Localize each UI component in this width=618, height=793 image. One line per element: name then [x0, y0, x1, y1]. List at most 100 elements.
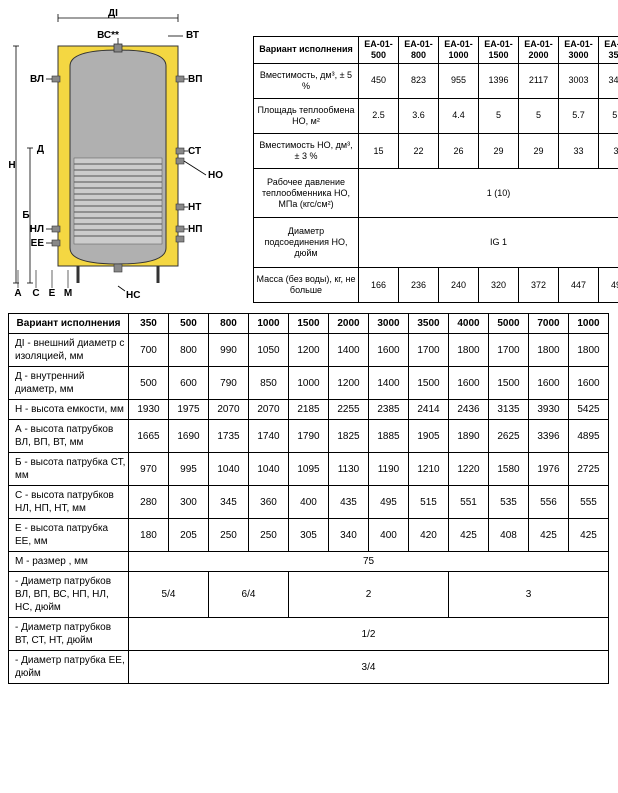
cell: 2185	[289, 400, 329, 420]
cell: 535	[489, 486, 529, 519]
cell: 551	[449, 486, 489, 519]
cell: 1200	[289, 334, 329, 367]
cell: 1600	[369, 334, 409, 367]
table-row: М - размер , мм75	[9, 552, 609, 572]
cell: 250	[209, 519, 249, 552]
label-c: С	[32, 288, 39, 299]
label-nl: НЛ	[30, 224, 44, 235]
label-nc: НС	[126, 290, 140, 301]
cell: 556	[529, 486, 569, 519]
cell: 447	[559, 267, 599, 302]
cell: 3	[449, 572, 609, 618]
cell: 3.6	[399, 98, 439, 133]
cell: 300	[169, 486, 209, 519]
row-label: - Диаметр патрубков ВЛ, ВП, ВС, НП, НЛ, …	[9, 572, 129, 618]
cell: 790	[209, 367, 249, 400]
cell: 2	[289, 572, 449, 618]
row-label: Масса (без воды), кг, не больше	[254, 267, 359, 302]
cell: 5.7	[599, 98, 618, 133]
label-h: Н	[8, 160, 15, 171]
label-nt: НТ	[188, 202, 201, 213]
cell: 1700	[409, 334, 449, 367]
table-header-row: Вариант исполнения ЕА-01-500ЕА-01-800ЕА-…	[254, 37, 618, 64]
row-label: М - размер , мм	[9, 552, 129, 572]
cell: 400	[289, 486, 329, 519]
label-vt: ВТ	[186, 30, 199, 41]
cell: 1400	[329, 334, 369, 367]
cell: 280	[129, 486, 169, 519]
cell: 850	[249, 367, 289, 400]
cell: 1 (10)	[359, 169, 618, 218]
cell: 1580	[489, 453, 529, 486]
table-row: Д - внутренний диаметр, мм50060079085010…	[9, 367, 609, 400]
cell: 29	[519, 133, 559, 168]
cell: 166	[359, 267, 399, 302]
column-header: 1500	[289, 314, 329, 334]
column-header: 4000	[449, 314, 489, 334]
column-header: 3500	[409, 314, 449, 334]
cell: 2385	[369, 400, 409, 420]
cell: 1050	[249, 334, 289, 367]
cell: 2414	[409, 400, 449, 420]
cell: 425	[569, 519, 609, 552]
cell: 2070	[249, 400, 289, 420]
table-row: Диаметр подсоединения НО, дюймIG 1	[254, 218, 618, 267]
label-d: Д	[37, 144, 44, 155]
cell: 1600	[449, 367, 489, 400]
bottom-spec-table: Вариант исполнения 350500800100015002000…	[8, 313, 609, 684]
cell: 425	[529, 519, 569, 552]
cell: 990	[209, 334, 249, 367]
column-header: ЕА-01-1000	[439, 37, 479, 64]
cell: 400	[369, 519, 409, 552]
cell: 5	[479, 98, 519, 133]
row-label: С - высота патрубков НЛ, НП, НТ, мм	[9, 486, 129, 519]
table-row: Масса (без воды), кг, не больше166236240…	[254, 267, 618, 302]
cell: 1740	[249, 420, 289, 453]
column-header: 7000	[529, 314, 569, 334]
row-label: А - высота патрубков ВЛ, ВП, ВТ, мм	[9, 420, 129, 453]
cell: 1665	[129, 420, 169, 453]
column-header: 1000	[569, 314, 609, 334]
row-label: Площадь теплообмена НО, м²	[254, 98, 359, 133]
cell: 22	[399, 133, 439, 168]
cell: 15	[359, 133, 399, 168]
cell: 1975	[169, 400, 209, 420]
cell: 1400	[369, 367, 409, 400]
cell: 600	[169, 367, 209, 400]
row-label: Диаметр подсоединения НО, дюйм	[254, 218, 359, 267]
label-b: Б	[22, 210, 29, 221]
cell: 955	[439, 63, 479, 98]
cell: 205	[169, 519, 209, 552]
row-label: ДІ - внешний диаметр с изоляцией, мм	[9, 334, 129, 367]
table-row: - Диаметр патрубков ВТ, СТ, НТ, дюйм1/2	[9, 618, 609, 651]
column-header: ЕА-01-3000	[559, 37, 599, 64]
cell: 555	[569, 486, 609, 519]
cell: 180	[129, 519, 169, 552]
row-label: - Диаметр патрубков ВТ, СТ, НТ, дюйм	[9, 618, 129, 651]
label-e: Е	[49, 288, 56, 299]
cell: 1500	[489, 367, 529, 400]
label-di: ДІ	[108, 8, 118, 19]
header-label: Вариант исполнения	[254, 37, 359, 64]
cell: 29	[479, 133, 519, 168]
table-row: Вместимость НО, дм³, ± 3 %15222629293333	[254, 133, 618, 168]
cell: 495	[369, 486, 409, 519]
table-header-row: Вариант исполнения 350500800100015002000…	[9, 314, 609, 334]
cell: 6/4	[209, 572, 289, 618]
label-ho: НО	[208, 170, 223, 181]
column-header: 5000	[489, 314, 529, 334]
cell: 3930	[529, 400, 569, 420]
column-header: ЕА-01-800	[399, 37, 439, 64]
cell: 1600	[529, 367, 569, 400]
cell: 345	[209, 486, 249, 519]
column-header: ЕА-01-500	[359, 37, 399, 64]
cell: 995	[169, 453, 209, 486]
cell: 1885	[369, 420, 409, 453]
cell: 450	[359, 63, 399, 98]
column-header: ЕА-01-1500	[479, 37, 519, 64]
table-row: А - высота патрубков ВЛ, ВП, ВТ, мм1665 1…	[9, 420, 609, 453]
tank-diagram: ДІ ВС** ВТ	[8, 8, 243, 303]
cell: 1700	[489, 334, 529, 367]
column-header: 3000	[369, 314, 409, 334]
table-row: Вместимость, дм³, ± 5 %45082395513962117…	[254, 63, 618, 98]
